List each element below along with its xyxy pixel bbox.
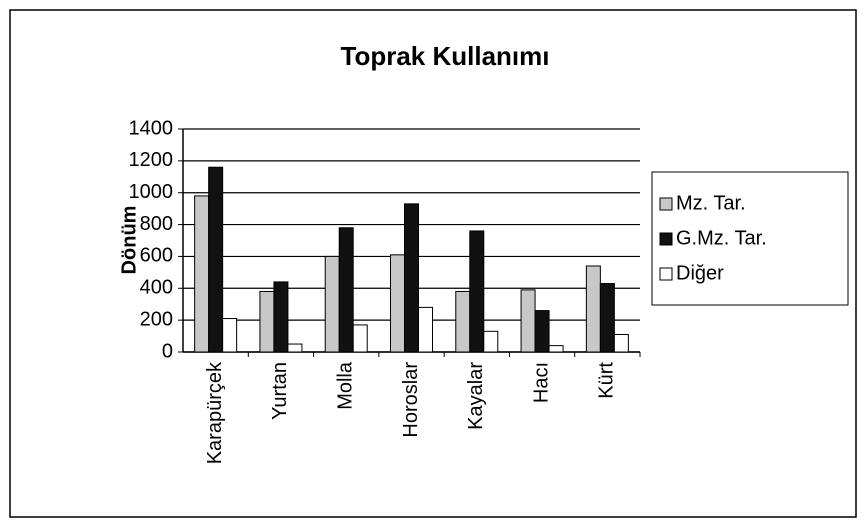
y-tick-label: 0 xyxy=(162,340,173,362)
y-tick-label: 1400 xyxy=(129,117,174,139)
x-tick-label: Hacı xyxy=(530,362,552,403)
bar xyxy=(599,283,615,353)
bar xyxy=(469,230,485,353)
y-tick-label: 800 xyxy=(140,213,173,235)
bar xyxy=(418,306,433,353)
legend-box xyxy=(651,171,849,306)
bar xyxy=(273,281,289,353)
bar xyxy=(208,166,224,353)
bar xyxy=(585,265,601,353)
legend-swatch xyxy=(659,232,673,246)
bar xyxy=(194,195,210,353)
x-tick-label: Karapürçek xyxy=(204,361,226,464)
x-tick-label: Molla xyxy=(334,361,356,410)
y-tick-label: 1000 xyxy=(129,181,174,203)
bar xyxy=(613,333,629,353)
bar xyxy=(390,254,405,353)
y-tick-label: 1200 xyxy=(129,149,174,171)
bar xyxy=(352,324,368,353)
bar xyxy=(455,290,471,353)
y-axis-label: Dönüm xyxy=(118,206,140,275)
legend-label: Diğer xyxy=(676,262,724,284)
bar xyxy=(404,203,419,353)
y-tick-label: 400 xyxy=(140,277,173,299)
bar xyxy=(520,289,536,353)
bar xyxy=(324,255,340,353)
legend-swatch xyxy=(659,267,673,281)
x-tick-label: Horoslar xyxy=(400,362,422,438)
bar xyxy=(548,345,564,353)
bar xyxy=(483,330,499,353)
legend-label: G.Mz. Tar. xyxy=(676,227,767,249)
bar xyxy=(222,318,238,353)
bar xyxy=(338,227,354,353)
bar xyxy=(287,343,303,353)
x-tick-label: Kürt xyxy=(596,362,618,399)
x-tick-label: Yurtan xyxy=(269,362,291,420)
bar xyxy=(534,310,550,353)
chart-title: Toprak Kullanımı xyxy=(341,41,550,71)
x-tick-label: Kayalar xyxy=(465,362,487,430)
legend-label: Mz. Tar. xyxy=(676,192,746,214)
legend-swatch xyxy=(659,197,673,211)
y-tick-label: 200 xyxy=(140,308,173,330)
bar xyxy=(259,290,275,353)
y-tick-label: 600 xyxy=(140,245,173,267)
